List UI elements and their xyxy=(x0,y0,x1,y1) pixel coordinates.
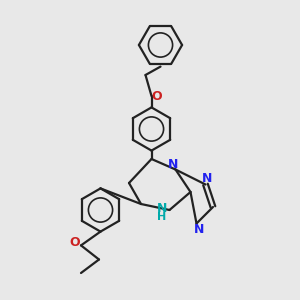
Text: N: N xyxy=(194,223,205,236)
Text: O: O xyxy=(69,236,80,249)
Text: O: O xyxy=(152,89,162,103)
Text: N: N xyxy=(168,158,178,171)
Text: H: H xyxy=(158,212,166,222)
Text: N: N xyxy=(157,202,167,215)
Text: N: N xyxy=(202,172,212,185)
